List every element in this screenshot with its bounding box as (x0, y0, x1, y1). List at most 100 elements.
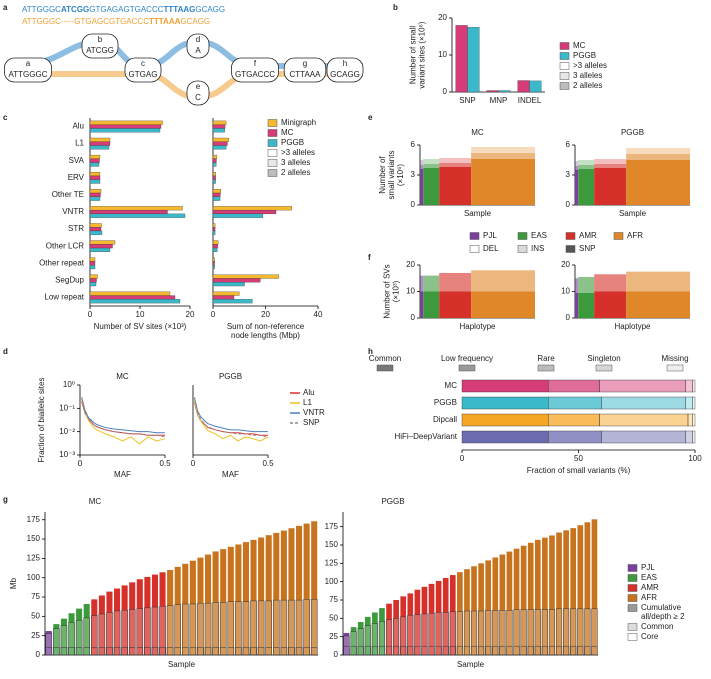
common-bar (45, 633, 53, 656)
legend-swatch (376, 364, 394, 372)
sequence-part: ----- (61, 17, 75, 26)
bar (407, 593, 414, 655)
area-segment (420, 165, 424, 169)
common-bar (303, 599, 310, 656)
x-axis-label: Sample (457, 660, 485, 669)
panel-label: d (3, 347, 8, 356)
bar (89, 172, 101, 177)
bar (212, 274, 279, 279)
x-axis-label: Haplotype (614, 322, 651, 331)
core-bar (91, 647, 98, 656)
node (81, 33, 119, 59)
area-segment (439, 163, 472, 167)
y-tick-label: 3 (566, 170, 571, 179)
common-bar (520, 609, 527, 656)
area-segment (420, 275, 424, 292)
core-bar (295, 647, 303, 656)
panel-title: PGGB (219, 372, 242, 381)
node-sequence: ATTGGGC (9, 70, 48, 79)
common-bar (555, 608, 563, 656)
y-tick-label: 25 (329, 632, 338, 641)
bar (212, 223, 216, 228)
y-tick-label: 125 (27, 553, 41, 562)
core-bar (166, 647, 174, 656)
legend-label: Rare (537, 354, 555, 363)
bar-segment (692, 379, 696, 393)
legend-swatch (537, 364, 555, 372)
bar (89, 278, 97, 283)
bar (527, 542, 534, 655)
panel-title: PGGB (381, 497, 404, 506)
line (81, 398, 166, 445)
x-tick-label: 40 (314, 310, 323, 319)
x-tick-label: 0 (191, 459, 196, 468)
bar-segment (548, 396, 603, 410)
core-bar (393, 645, 400, 656)
bar (89, 206, 183, 211)
legend-swatch (267, 119, 278, 127)
y-axis-label: Number of (378, 156, 387, 194)
x-tick-label: 0.5 (159, 459, 171, 468)
y-tick-label: 10⁰ (63, 380, 75, 389)
bar (212, 154, 218, 159)
area-segment (594, 168, 627, 205)
sequence-part: ATCGG (61, 5, 89, 14)
bar (89, 244, 113, 249)
bar (343, 633, 350, 655)
y-tick-label: 75 (31, 592, 40, 601)
bar (212, 172, 216, 177)
y-tick-label: 150 (325, 540, 339, 549)
legend-swatch (559, 72, 570, 80)
panel-title: PGGB (621, 128, 644, 137)
core-bar (357, 645, 364, 656)
bar (212, 282, 245, 287)
bar (517, 80, 530, 93)
core-bar (280, 647, 288, 656)
core-bar (435, 645, 442, 656)
legend-label: >3 alleles (281, 148, 315, 157)
common-bar (385, 619, 393, 656)
common-bar (91, 615, 98, 656)
core-bar (189, 647, 197, 656)
bar (212, 192, 221, 197)
common-bar (75, 619, 83, 656)
area-segment (420, 160, 424, 165)
common-bar (407, 615, 414, 656)
bar (212, 230, 216, 235)
common-bar (485, 610, 492, 656)
bar (212, 295, 235, 300)
legend-label: 2 alleles (573, 81, 602, 90)
area-segment (423, 164, 440, 168)
bar (212, 124, 226, 129)
bar-segment (461, 379, 549, 393)
x-tick-label: 20 (261, 310, 270, 319)
legend-swatch (565, 245, 576, 253)
bar (393, 600, 399, 655)
common-bar (60, 625, 68, 656)
bar (442, 578, 449, 655)
core-bar (414, 645, 421, 656)
y-tick-label: 0 (36, 650, 41, 659)
node (4, 57, 53, 83)
bar (485, 560, 492, 655)
core-bar (485, 645, 492, 656)
y-tick-label: 0 (411, 200, 416, 209)
area-segment (578, 169, 595, 205)
bar (212, 213, 264, 218)
bar (89, 227, 102, 232)
y-tick-label: 10 (561, 287, 570, 296)
core-bar (456, 645, 463, 656)
area-segment (575, 161, 579, 166)
core-bar (174, 647, 181, 656)
legend-swatch (469, 232, 480, 240)
area-segment (594, 274, 627, 292)
core-bar (449, 645, 456, 656)
y-tick-label: 50 (329, 613, 338, 622)
bar (89, 154, 101, 159)
y-tick-label: 20 (561, 260, 570, 269)
category-label: Other TE (52, 190, 84, 199)
sequence-part: GTGAGCGTGACCC (74, 17, 149, 26)
core-bar (53, 647, 60, 656)
x-tick-label: 20 (186, 310, 195, 319)
core-bar (68, 647, 75, 656)
